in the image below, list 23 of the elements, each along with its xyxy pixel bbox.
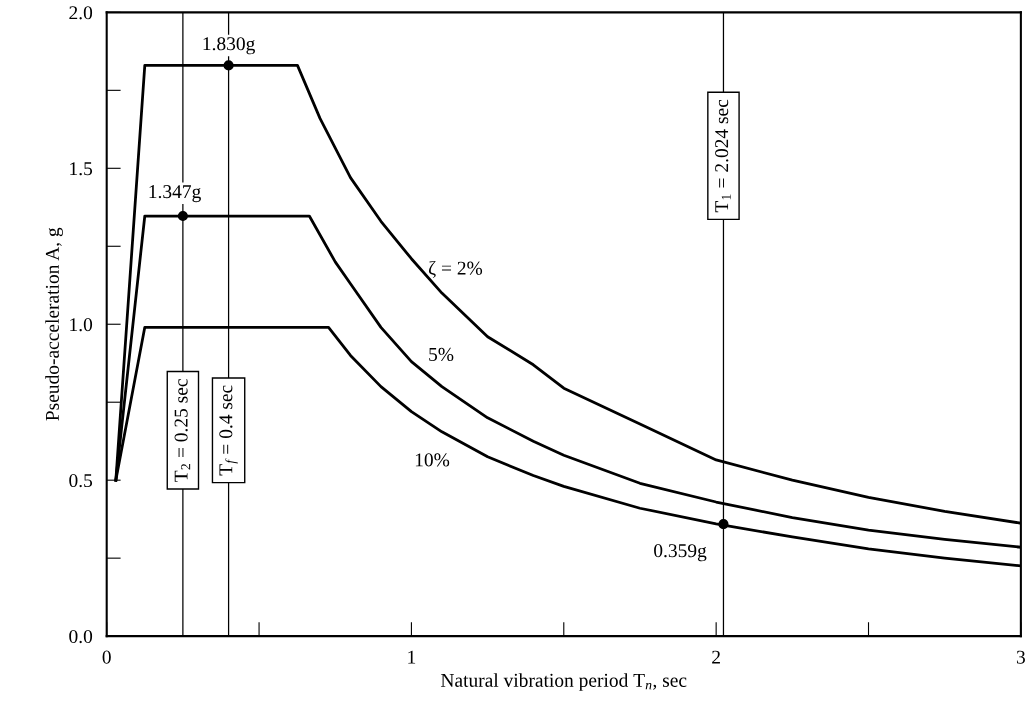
ref-line-label: T$_{2}$ = 0.25 sec bbox=[174, 379, 191, 482]
x-tick-label: 0 bbox=[102, 650, 111, 664]
point bbox=[177, 210, 188, 222]
point bbox=[718, 519, 729, 530]
y-tick-label: 1.5 bbox=[70, 162, 93, 176]
series-label: ζ = 2% bbox=[428, 260, 483, 278]
y-tick-label: 2.0 bbox=[69, 6, 93, 20]
y-tick-label: 1.0 bbox=[70, 318, 93, 332]
series-label: 10% bbox=[415, 453, 450, 467]
annotation: 1.347g bbox=[149, 185, 201, 203]
x-axis-title: Natural vibration period T$_{n}$, sec bbox=[440, 673, 687, 691]
annotation: 0.359g bbox=[654, 544, 707, 562]
y-axis-title: Pseudo-acceleration A, g bbox=[45, 227, 63, 421]
ref-line-label: T$_{1}$ = 2.024 sec bbox=[715, 99, 731, 213]
x-tick-label: 3 bbox=[1016, 650, 1025, 664]
x-tick-label: 1 bbox=[408, 650, 416, 664]
annotation: 1.830g bbox=[203, 37, 255, 55]
series-label: 5% bbox=[429, 347, 454, 362]
text: 0.0 bbox=[69, 629, 93, 644]
point bbox=[223, 60, 234, 71]
y-tick-label: 0.5 bbox=[69, 474, 93, 488]
ref-line-label: T$_{f}$ = 0.4 sec bbox=[219, 385, 238, 476]
x-tick-label: 2 bbox=[712, 650, 720, 664]
